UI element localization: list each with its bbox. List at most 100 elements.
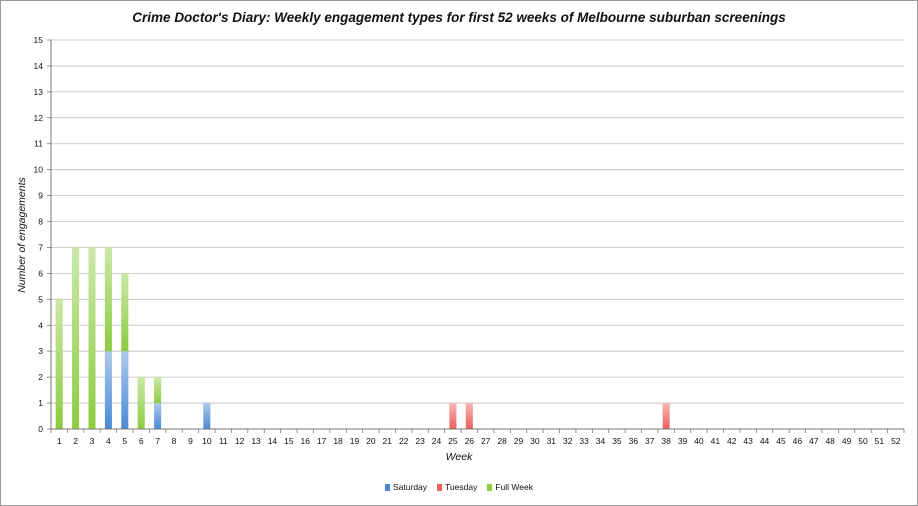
y-tick-label: 2 [38, 372, 43, 382]
bar-full-week-week-1-sheen [55, 299, 63, 429]
x-tick-label: 38 [661, 436, 671, 446]
legend-swatch [385, 484, 391, 491]
x-tick-label: 40 [694, 436, 704, 446]
x-tick-label: 31 [547, 436, 557, 446]
x-tick-label: 33 [579, 436, 589, 446]
bar-saturday-week-7-sheen [154, 403, 162, 429]
x-tick-label: 29 [514, 436, 524, 446]
x-tick-label: 41 [711, 436, 721, 446]
bar-full-week-week-5-sheen [121, 273, 129, 352]
bar-full-week-week-3-sheen [88, 247, 96, 429]
x-tick-label: 43 [743, 436, 753, 446]
x-tick-label: 49 [842, 436, 852, 446]
x-tick-label: 45 [776, 436, 786, 446]
x-tick-label: 3 [90, 436, 95, 446]
y-tick-label: 8 [38, 217, 43, 227]
x-tick-label: 26 [465, 436, 475, 446]
legend: Saturday Tuesday Full Week [0, 482, 918, 492]
y-tick-label: 5 [38, 294, 43, 304]
x-tick-label: 44 [760, 436, 770, 446]
x-tick-label: 15 [284, 436, 294, 446]
x-tick-label: 28 [497, 436, 507, 446]
bar-tuesday-week-26-sheen [465, 403, 473, 429]
x-tick-label: 34 [596, 436, 606, 446]
x-tick-label: 8 [172, 436, 177, 446]
x-tick-label: 10 [202, 436, 212, 446]
x-tick-label: 7 [155, 436, 160, 446]
y-tick-label: 3 [38, 346, 43, 356]
x-tick-label: 51 [875, 436, 885, 446]
x-tick-label: 46 [793, 436, 803, 446]
axes [50, 40, 904, 430]
x-axis-label: Week [445, 451, 473, 463]
x-tick-label: 18 [333, 436, 343, 446]
x-tick-label: 9 [188, 436, 193, 446]
x-tick-label: 1 [57, 436, 62, 446]
x-tick-label: 12 [235, 436, 245, 446]
bar-full-week-week-6-sheen [137, 377, 145, 429]
y-tick-label: 10 [34, 165, 44, 175]
x-tick-label: 39 [678, 436, 688, 446]
y-tick-label: 1 [38, 398, 43, 408]
y-tick-label: 15 [34, 35, 44, 45]
x-tick-label: 19 [350, 436, 360, 446]
y-tick-label: 12 [34, 113, 44, 123]
x-tick-label: 4 [106, 436, 111, 446]
x-tick-label: 36 [629, 436, 639, 446]
legend-item-full-week: Full Week [487, 482, 533, 492]
bar-saturday-week-10-sheen [203, 403, 211, 429]
y-tick-label: 13 [34, 87, 44, 97]
y-tick-label: 4 [38, 320, 43, 330]
legend-label: Saturday [393, 482, 428, 492]
legend-swatch [437, 484, 443, 491]
y-tick-label: 6 [38, 268, 43, 278]
bar-tuesday-week-25-sheen [449, 403, 457, 429]
gridlines [51, 39, 904, 404]
x-tick-label: 23 [415, 436, 425, 446]
legend-label: Full Week [495, 482, 533, 492]
x-tick-label: 17 [317, 436, 327, 446]
x-tick-label: 47 [809, 436, 819, 446]
bar-full-week-week-2-sheen [72, 247, 80, 429]
legend-item-tuesday: Tuesday [437, 482, 477, 492]
x-tick-label: 20 [366, 436, 376, 446]
x-tick-label: 27 [481, 436, 491, 446]
y-tick-label: 9 [38, 191, 43, 201]
y-tick-label: 0 [38, 424, 43, 434]
bars [55, 247, 670, 429]
x-tick-label: 52 [891, 436, 901, 446]
x-tick-label: 37 [645, 436, 655, 446]
x-tick-label: 16 [301, 436, 311, 446]
x-tick-label: 24 [432, 436, 442, 446]
bar-full-week-week-7-sheen [154, 377, 162, 404]
bar-full-week-week-4-sheen [104, 247, 112, 352]
bar-saturday-week-4-sheen [104, 351, 112, 429]
bar-tuesday-week-38-sheen [662, 403, 670, 429]
chart-title: Crime Doctor's Diary: Weekly engagement … [132, 10, 786, 25]
x-tick-label: 2 [73, 436, 78, 446]
x-ticks: 1 2 3 4 5 6 7 8 9 10 11 12 13 14 15 16 17 18 19 20 21 22 23 24 2… [50, 429, 905, 446]
y-tick-label: 7 [38, 242, 43, 252]
legend-item-saturday: Saturday [385, 482, 427, 492]
x-tick-label: 21 [383, 436, 393, 446]
legend-label: Tuesday [445, 482, 478, 492]
x-tick-label: 32 [563, 436, 573, 446]
x-tick-label: 42 [727, 436, 737, 446]
x-tick-label: 50 [858, 436, 868, 446]
x-tick-label: 11 [219, 436, 228, 446]
legend-swatch [487, 484, 493, 491]
y-tick-label: 14 [34, 61, 44, 71]
x-tick-label: 22 [399, 436, 409, 446]
x-tick-label: 14 [268, 436, 278, 446]
bar-saturday-week-5-sheen [121, 351, 129, 429]
x-tick-label: 48 [825, 436, 835, 446]
x-tick-label: 6 [139, 436, 144, 446]
x-tick-label: 35 [612, 436, 622, 446]
x-tick-label: 5 [122, 436, 127, 446]
x-tick-label: 13 [251, 436, 261, 446]
x-tick-label: 30 [530, 436, 540, 446]
y-tick-label: 11 [34, 139, 43, 149]
